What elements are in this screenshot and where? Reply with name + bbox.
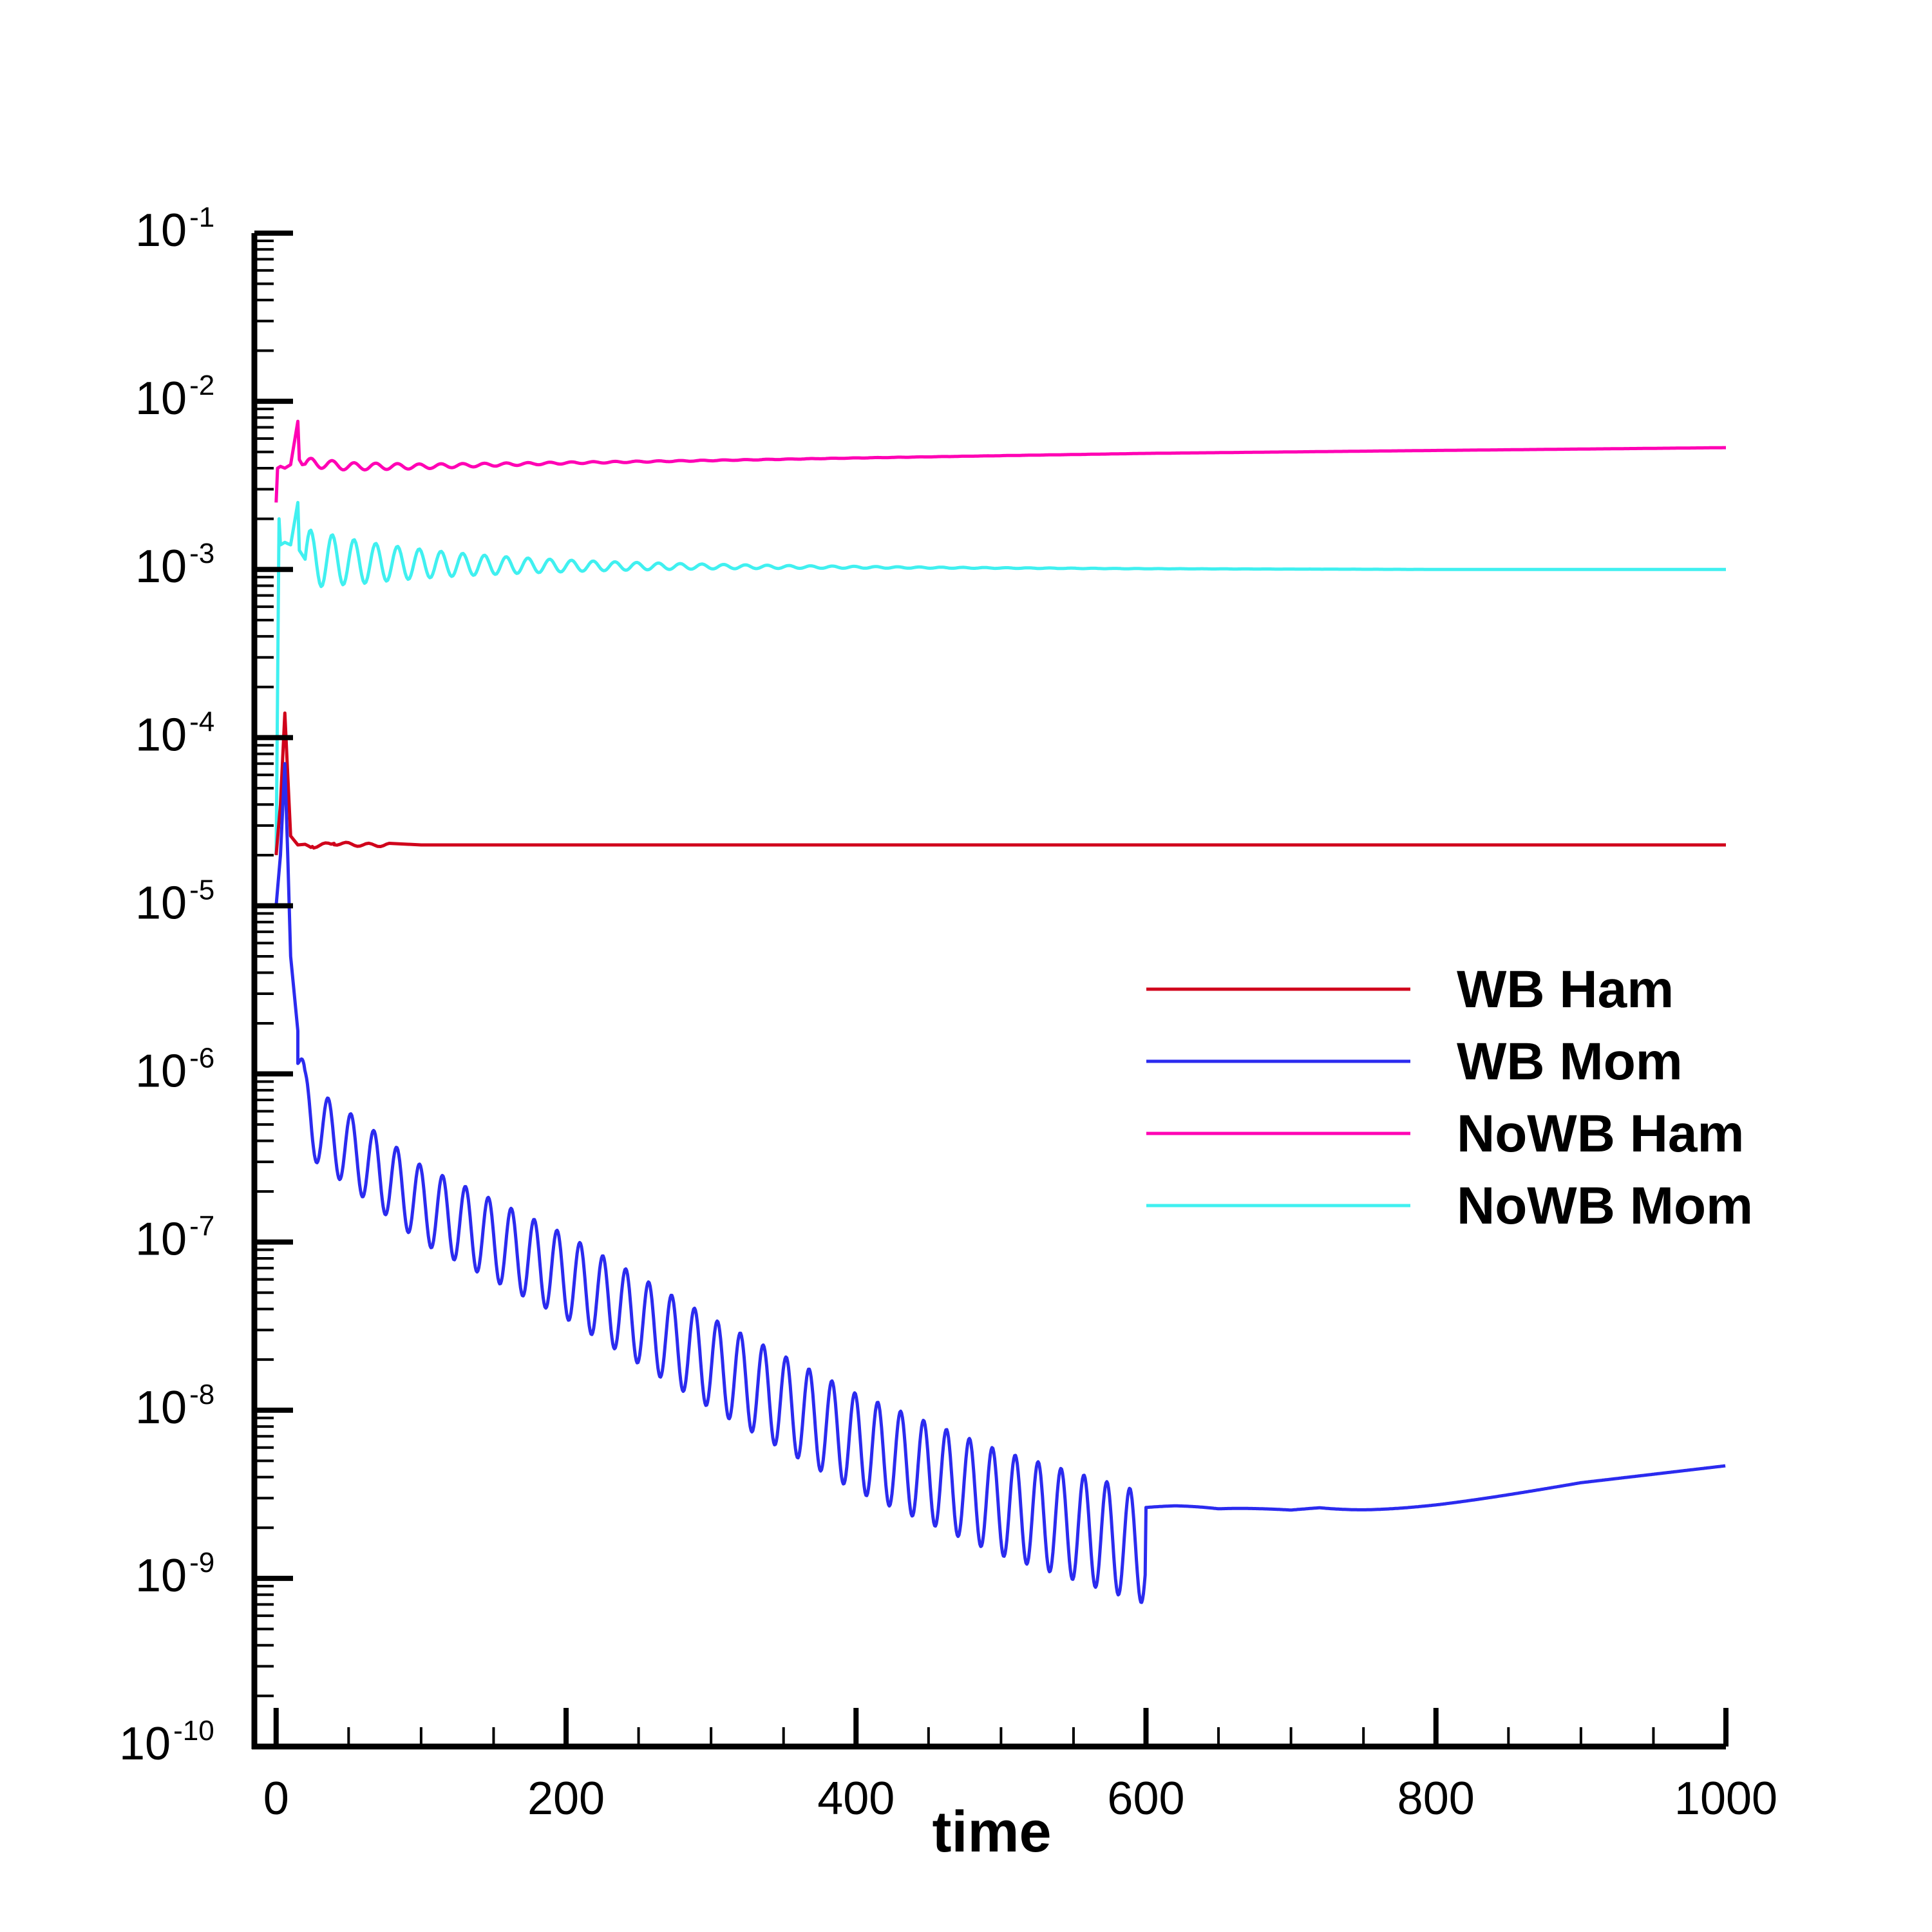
x-tick-label: 600 — [1107, 1773, 1184, 1824]
x-tick-label: 400 — [817, 1773, 895, 1824]
series-line-wb-ham — [274, 711, 1726, 856]
series-line-nowb-mom — [274, 500, 1727, 855]
tick-labels: 10-1 10-2 10-3 10-4 10-5 10-6 10-7 10-8 10-9 10-1… — [119, 202, 1777, 1824]
axes — [251, 231, 1728, 1750]
legend-label: NoWB Ham — [1457, 1104, 1744, 1163]
series-line-wb-mom — [274, 762, 1727, 1604]
legend-label: NoWB Mom — [1457, 1177, 1753, 1235]
y-tick-label: 10-4 — [135, 706, 214, 761]
y-tick-label: 10-6 — [135, 1043, 214, 1097]
y-tick-label: 10-2 — [135, 370, 214, 424]
series-layer — [274, 419, 1727, 1604]
y-tick-label: 10-7 — [135, 1211, 214, 1265]
y-tick-label: 10-10 — [119, 1715, 214, 1770]
legend-label: WB Mom — [1457, 1032, 1683, 1091]
x-tick-label: 800 — [1397, 1773, 1475, 1824]
y-tick-label: 10-5 — [135, 874, 214, 929]
y-tick-label: 10-3 — [135, 538, 214, 592]
y-tick-label: 10-9 — [135, 1547, 214, 1602]
legend-label: WB Ham — [1457, 960, 1674, 1019]
y-tick-label: 10-8 — [135, 1379, 214, 1434]
series-line-nowb-ham — [274, 419, 1727, 503]
x-tick-label: 200 — [527, 1773, 605, 1824]
legend: WB Ham WB Mom NoWB Ham NoWB Mom — [1146, 960, 1753, 1235]
x-axis-title: time — [932, 1800, 1051, 1864]
x-tick-label: 0 — [263, 1773, 289, 1824]
y-tick-label: 10-1 — [135, 202, 214, 256]
x-tick-label: 1000 — [1674, 1773, 1777, 1824]
